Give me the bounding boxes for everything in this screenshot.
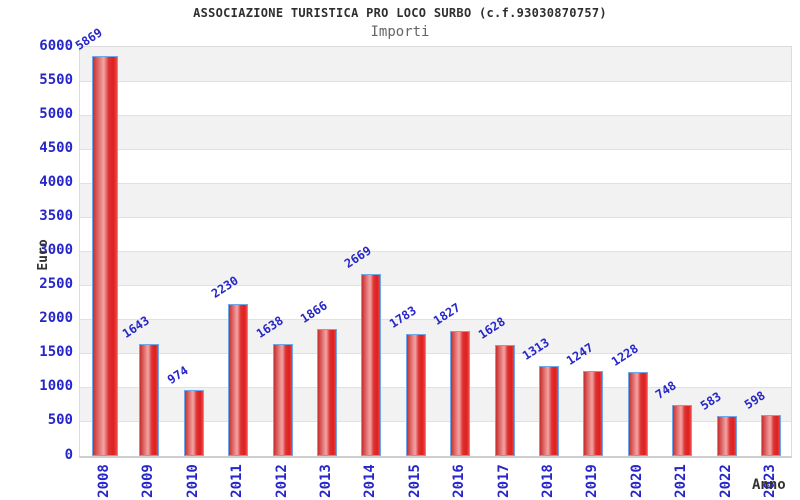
x-tick-label: 2015 (406, 464, 423, 498)
bar-value-label: 748 (653, 378, 679, 402)
bar-2010 (183, 390, 204, 456)
y-tick-label: 6000 (39, 37, 73, 54)
bar-2012 (272, 344, 293, 456)
bar-value-label: 1643 (120, 313, 153, 341)
x-tick-label: 2011 (229, 464, 246, 498)
chart-title: ASSOCIAZIONE TURISTICA PRO LOCO SURBO (c… (193, 6, 607, 20)
y-tick-label: 4500 (39, 139, 73, 156)
bar-value-label: 1247 (564, 340, 597, 368)
gridline (80, 216, 791, 218)
bar-2011 (228, 304, 249, 456)
gridline (80, 80, 791, 82)
bar-2016 (450, 331, 471, 456)
y-tick-label: 3000 (39, 242, 73, 258)
bar-value-label: 1313 (519, 335, 552, 363)
bar-2018 (539, 366, 559, 456)
bar-value-label: 974 (164, 363, 191, 387)
bar-2009 (139, 344, 160, 456)
gridline (80, 251, 791, 252)
gridline (80, 182, 791, 184)
bar-value-label: 1783 (386, 303, 419, 331)
x-tick-label: 2021 (673, 464, 690, 498)
x-tick-label: 2018 (540, 464, 556, 498)
x-tick-label: 2008 (96, 464, 112, 498)
x-tick-label: 2009 (140, 464, 157, 498)
plot-area: 5869 1643 974 2230 1638 1866 2669 1783 1827 1628 1… (73, 25, 792, 458)
bar-value-label: 583 (697, 389, 724, 413)
bar-value-label: 1228 (608, 341, 641, 369)
gridline (80, 285, 791, 287)
y-tick-label: 0 (64, 446, 73, 463)
x-tick-label: 2017 (495, 464, 512, 498)
y-tick-label: 1000 (39, 378, 73, 395)
chart-subtitle: Importi (370, 24, 430, 40)
gridline (80, 387, 791, 389)
y-tick-label: 5500 (39, 71, 73, 88)
x-tick-label: 2022 (717, 464, 734, 498)
x-tick-label: 2016 (451, 464, 468, 498)
bar-2017 (494, 345, 515, 456)
bar-2008 (92, 56, 118, 456)
bar-value-label: 1827 (431, 300, 463, 328)
bar-2022 (716, 416, 737, 456)
bar-value-label: 1638 (253, 313, 286, 341)
bar-2014 (361, 274, 382, 456)
gridline (80, 148, 791, 150)
y-tick-label: 2500 (39, 276, 73, 293)
bar-2013 (317, 329, 337, 456)
x-tick-label: 2020 (628, 464, 645, 498)
y-tick-label: 5000 (39, 105, 73, 122)
y-axis-title: Euro (36, 239, 51, 271)
gridline (80, 421, 791, 423)
y-tick-label: 1500 (39, 344, 73, 361)
y-tick-label: 4000 (39, 173, 73, 190)
gridline (80, 114, 791, 116)
y-tick-label: 500 (47, 412, 73, 429)
bar-2015 (405, 334, 426, 456)
x-tick-label: 2012 (273, 464, 290, 498)
x-axis-title: Anno (752, 477, 786, 493)
bar-2023 (761, 415, 781, 456)
gridline (80, 353, 791, 355)
bar-value-label: 1866 (297, 298, 330, 326)
x-tick-label: 2010 (184, 464, 201, 498)
x-tick-label: 2013 (318, 464, 334, 498)
y-tick-label: 2000 (39, 310, 73, 327)
bar-value-label: 2230 (209, 273, 241, 301)
gridline (80, 319, 791, 321)
x-tick-label: 2019 (584, 464, 601, 498)
bar-value-label: 2669 (342, 243, 375, 271)
x-tick-label: 2014 (362, 464, 379, 498)
bar-value-label: 598 (741, 388, 768, 412)
bar-2020 (627, 372, 648, 456)
bar-2019 (583, 371, 604, 456)
bar-2021 (672, 405, 693, 456)
y-tick-label: 3500 (39, 207, 73, 224)
